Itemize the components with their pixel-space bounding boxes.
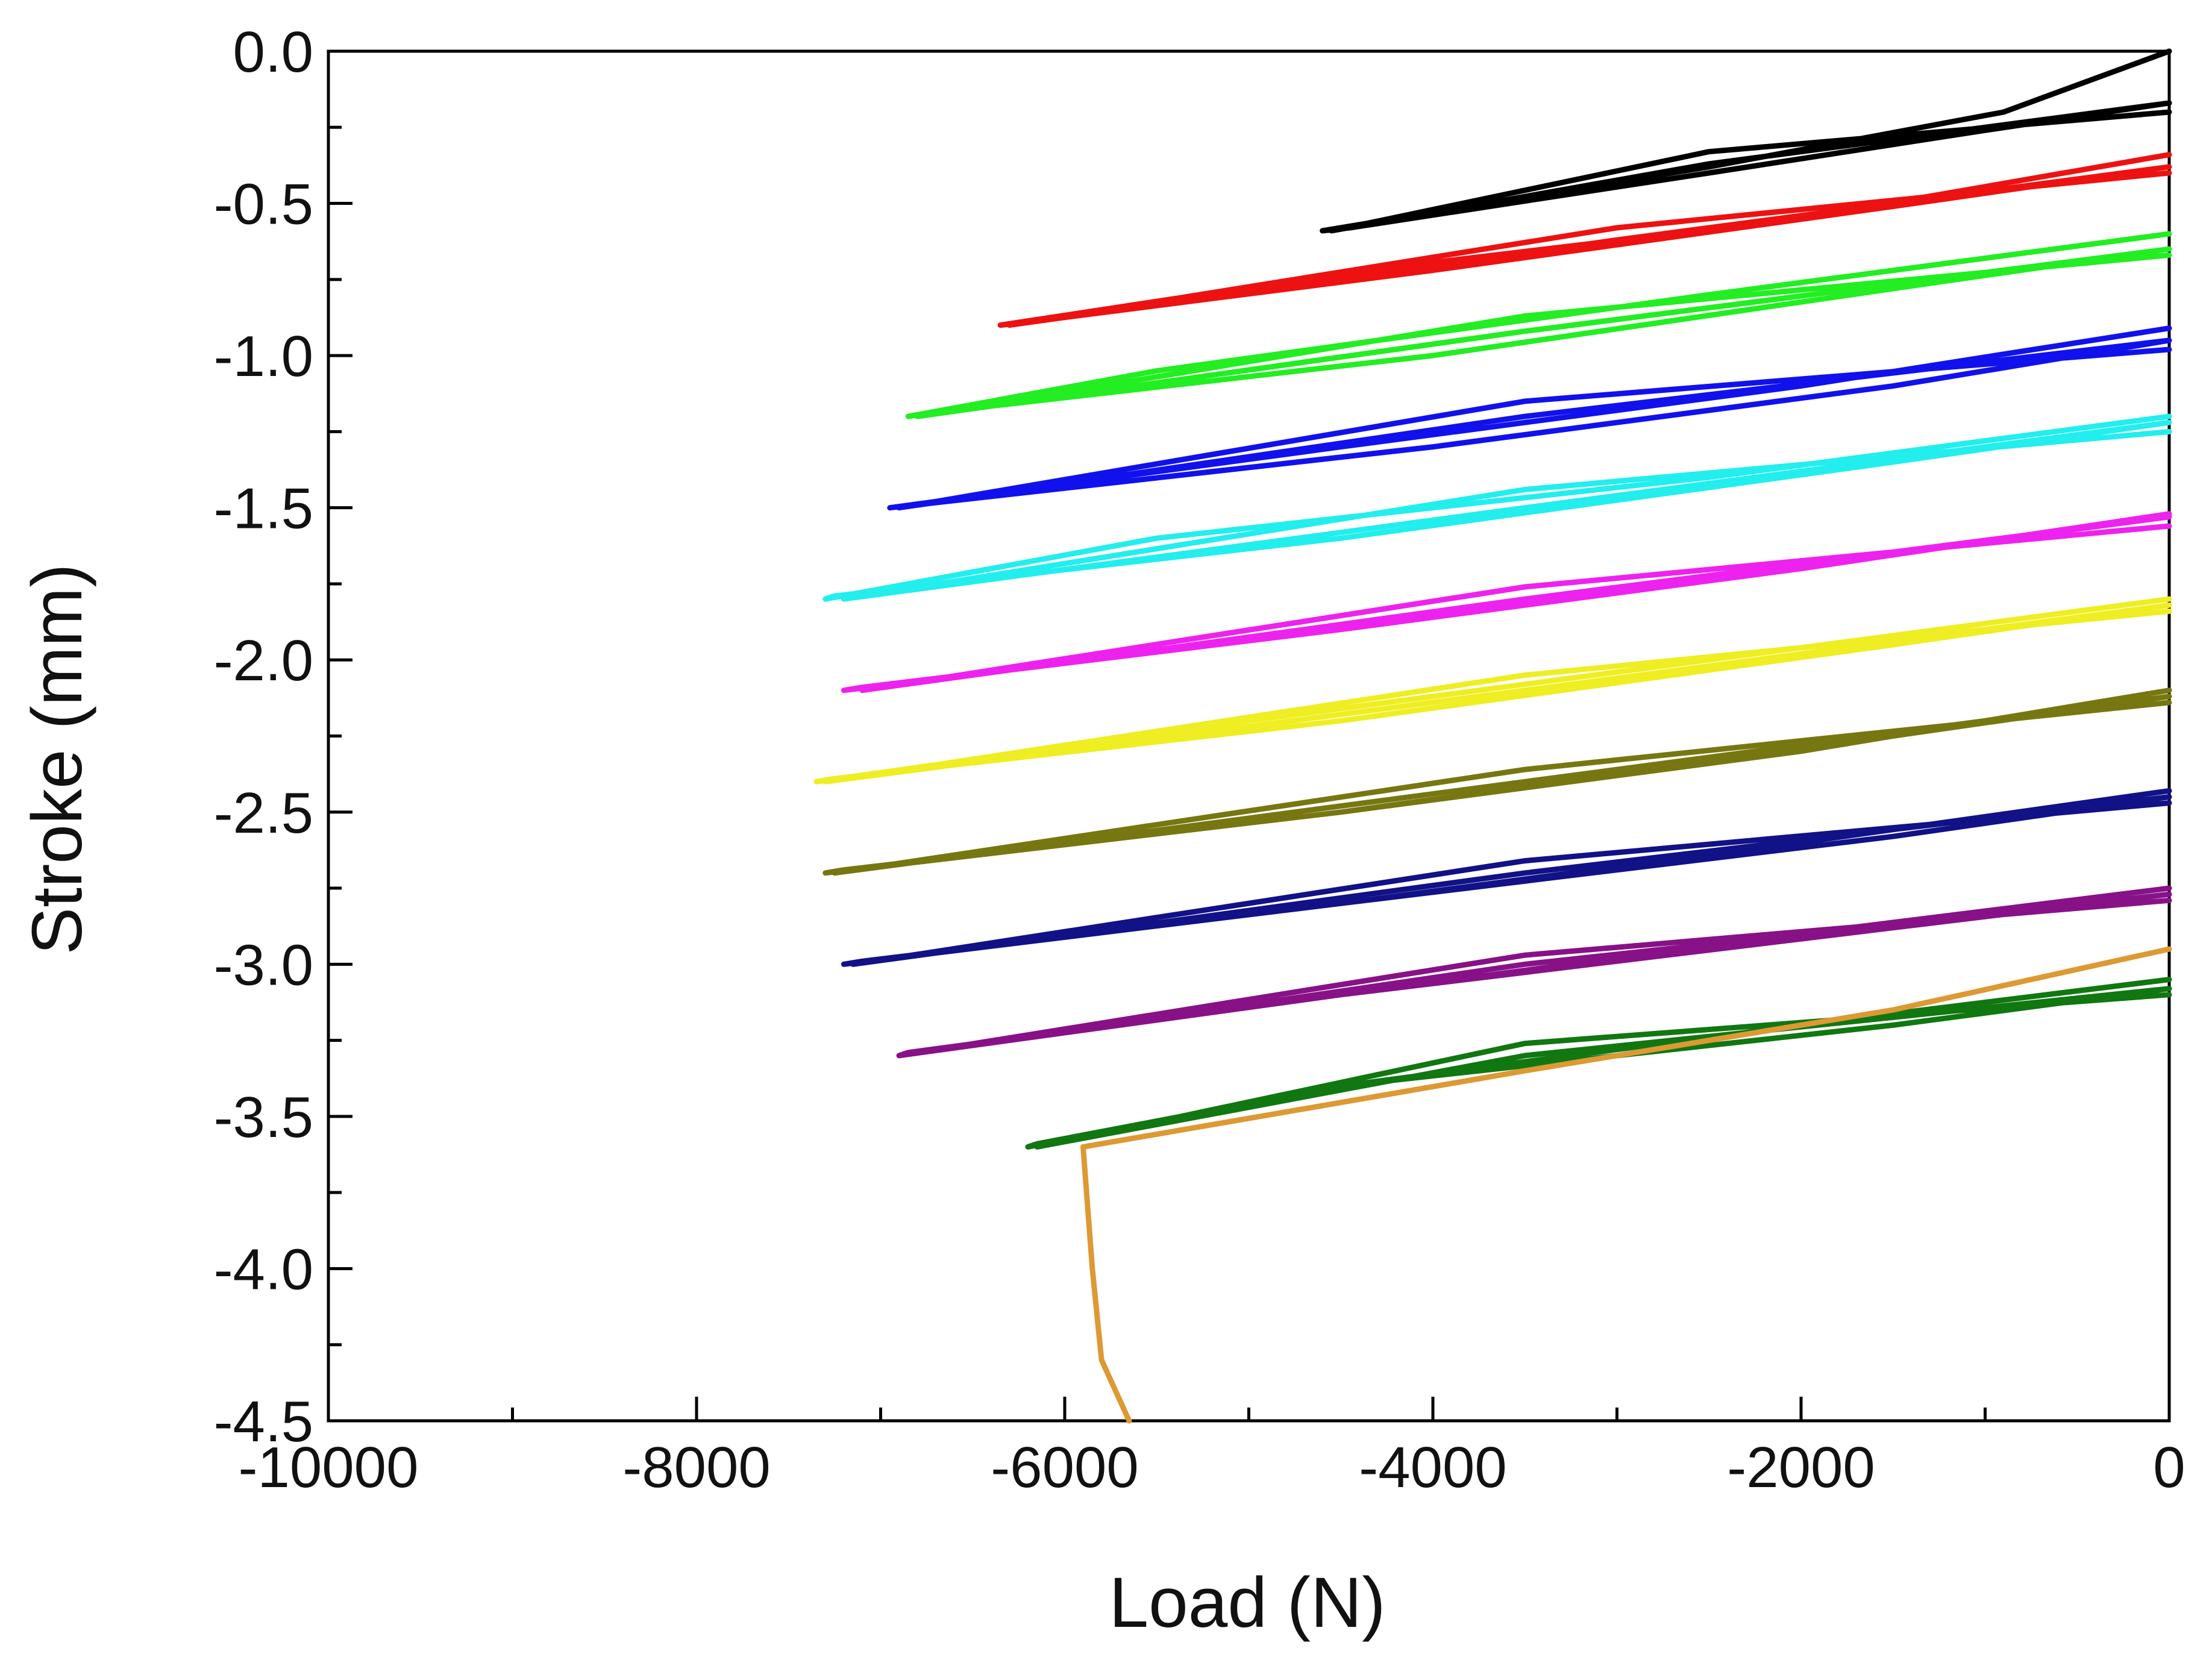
- y-tick-label: -3.0: [214, 933, 313, 997]
- series-line-6: [841, 511, 2172, 694]
- series-line-12: [1080, 946, 2172, 1424]
- x-axis-title: Load (N): [1109, 1563, 1385, 1643]
- x-tick-label: -2000: [1727, 1435, 1875, 1500]
- series-line-4: [887, 325, 2172, 511]
- axes-layer: -10000 -8000 -6000 -4000 -2000 0 0.0 -0.5 -1.0 -1…: [214, 20, 2185, 1500]
- series-line-5: [822, 413, 2172, 602]
- x-tick-label: -4000: [1359, 1435, 1507, 1500]
- series-line-9: [841, 788, 2172, 967]
- y-tick-label: -1.5: [214, 477, 313, 541]
- y-tick-label: -2.5: [214, 781, 313, 845]
- series-line-10: [896, 885, 2172, 1059]
- y-axis-title: Stroke (mm): [17, 564, 97, 955]
- x-tick-label: 0: [2153, 1435, 2185, 1500]
- series-layer: [813, 48, 2172, 1424]
- series-line-11: [1025, 977, 2172, 1150]
- y-tick-label: -4.0: [214, 1237, 313, 1301]
- y-tick-label: -4.5: [214, 1389, 313, 1454]
- y-tick-label: -1.0: [214, 324, 313, 389]
- y-tick-label: 0.0: [233, 20, 313, 84]
- y-tick-label: -3.5: [214, 1085, 313, 1150]
- x-tick-label: -8000: [622, 1435, 771, 1500]
- y-tick-label: -2.0: [214, 628, 313, 693]
- series-line-7: [813, 596, 2172, 785]
- series-line-2: [997, 152, 2172, 328]
- y-tick-label: -0.5: [214, 172, 313, 237]
- x-tick-label: -6000: [991, 1435, 1139, 1500]
- x-tick-label: -10000: [239, 1435, 419, 1500]
- series-line-3: [905, 231, 2172, 419]
- series-line-1: [1320, 48, 2172, 234]
- series-line-8: [822, 687, 2172, 876]
